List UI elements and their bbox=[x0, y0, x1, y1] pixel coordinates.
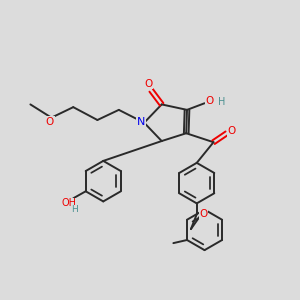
Text: O: O bbox=[227, 126, 236, 136]
Text: O: O bbox=[46, 117, 54, 127]
Text: OH: OH bbox=[62, 198, 77, 208]
Text: H: H bbox=[71, 205, 78, 214]
Text: O: O bbox=[200, 208, 208, 218]
Text: O: O bbox=[205, 96, 213, 106]
Text: H: H bbox=[218, 97, 226, 107]
Text: N: N bbox=[137, 117, 145, 127]
Text: O: O bbox=[145, 79, 153, 89]
